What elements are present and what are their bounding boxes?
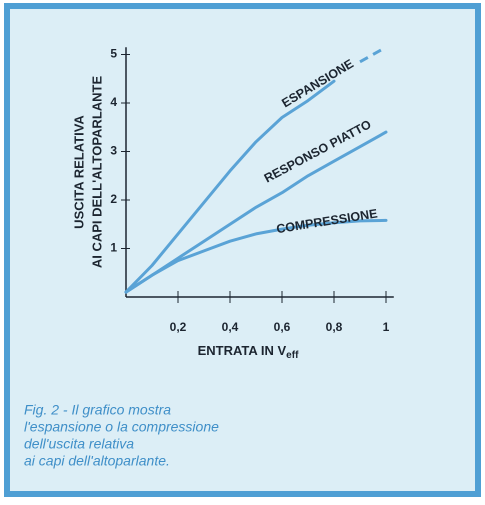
x-axis-label: ENTRATA IN Veff — [198, 343, 299, 360]
x-tick-label: 1 — [383, 320, 390, 334]
frame — [4, 3, 481, 497]
curve — [124, 79, 336, 294]
y-tick-label: 4 — [110, 95, 117, 109]
x-axis-label-text: ENTRATA IN V — [198, 343, 287, 358]
y-axis-label: USCITA RELATIVA AI CAPI DELL'ALTOPARLANT… — [71, 76, 104, 269]
x-tick-label: 0,6 — [274, 320, 291, 334]
y-tick-label: 1 — [110, 241, 117, 255]
curve — [124, 218, 388, 294]
curve — [359, 45, 387, 64]
y-tick-label: 3 — [110, 144, 117, 158]
y-tick-label: 5 — [110, 47, 117, 61]
x-tick-label: 0,2 — [170, 320, 187, 334]
caption-line: dell'uscita relativa — [24, 436, 134, 452]
x-axis-label-subscript: eff — [286, 350, 299, 361]
y-axis-label-line: USCITA RELATIVA — [71, 115, 86, 229]
y-tick-label: 2 — [110, 192, 117, 206]
caption-line: l'espansione o la compressione — [24, 419, 219, 435]
y-axis-label-line: AI CAPI DELL'ALTOPARLANTE — [89, 76, 104, 269]
x-tick-label: 0,4 — [222, 320, 239, 334]
caption-line: ai capi dell'altoparlante. — [24, 453, 170, 469]
x-tick-label: 0,8 — [326, 320, 343, 334]
caption-line: Fig. 2 - Il grafico mostra — [24, 402, 171, 418]
